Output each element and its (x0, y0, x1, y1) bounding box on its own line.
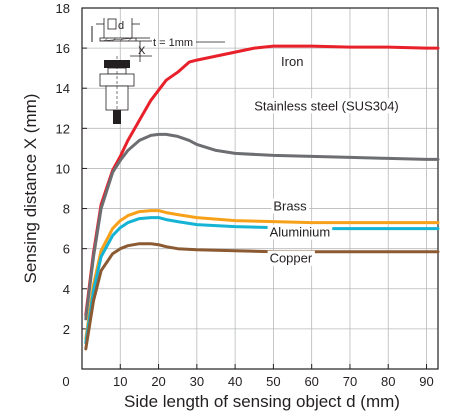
y-axis-title: Sensing distance X (mm) (21, 94, 40, 284)
diagram-sensor-cable (113, 110, 121, 124)
series-label-background (252, 98, 401, 114)
x-tick-label: 10 (113, 374, 127, 389)
diagram-d-label: d (118, 20, 124, 32)
grid-layer (82, 8, 438, 369)
x-tick-label: 70 (343, 374, 357, 389)
sensor-target-diagram: d t = 1mm X (91, 18, 225, 124)
x-tick-label: 90 (419, 374, 433, 389)
series-label-background (267, 224, 333, 240)
x-tick-label: 50 (266, 374, 280, 389)
series-layer (84, 44, 440, 351)
diagram-x-label: X (138, 45, 146, 57)
y-tick-label: 10 (56, 161, 70, 176)
series-label: Stainless steel (SUS304) (254, 98, 399, 113)
series-label-background (271, 198, 310, 214)
series-label-background (267, 250, 315, 266)
x-tick-label: 20 (151, 374, 165, 389)
diagram-sensor-nut (99, 73, 135, 87)
series-label: Brass (273, 199, 307, 214)
y-tick-label: 8 (63, 202, 70, 217)
x-tick-label: 0 (62, 374, 69, 389)
diagram-target-square-icon (107, 18, 117, 30)
y-tick-label: 16 (56, 41, 70, 56)
series-line-stainless (84, 132, 440, 321)
label-layer: Iron Stainless steel (SUS304) Brass Alumini… (252, 54, 401, 266)
x-tick-label: 40 (228, 374, 242, 389)
series-label-background (279, 54, 306, 70)
x-tick-label: 30 (190, 374, 204, 389)
x-axis-title: Side length of sensing object d (mm) (124, 392, 400, 411)
axis-layer: 0 10 20 30 40 50 60 70 80 90 2 4 6 8 10 12 14 16 18 Side le… (21, 1, 439, 411)
series-line-aluminium (84, 216, 440, 345)
diagram-thickness-label: t = 1mm (153, 37, 193, 49)
series-label: Aluminium (270, 225, 331, 240)
plot-frame (81, 7, 439, 370)
y-tick-label: 2 (63, 322, 70, 337)
x-tick-label: 60 (304, 374, 318, 389)
y-tick-label: 12 (56, 121, 70, 136)
series-label: Iron (281, 54, 303, 69)
series-line-copper (84, 242, 440, 351)
y-tick-label: 14 (56, 81, 70, 96)
y-tick-label: 18 (56, 1, 70, 16)
y-tick-label: 4 (63, 282, 70, 297)
series-line-iron (84, 44, 440, 317)
y-tick-label: 6 (63, 242, 70, 257)
x-tick-label: 80 (381, 374, 395, 389)
series-label: Copper (270, 251, 313, 266)
series-line-brass (84, 209, 440, 341)
